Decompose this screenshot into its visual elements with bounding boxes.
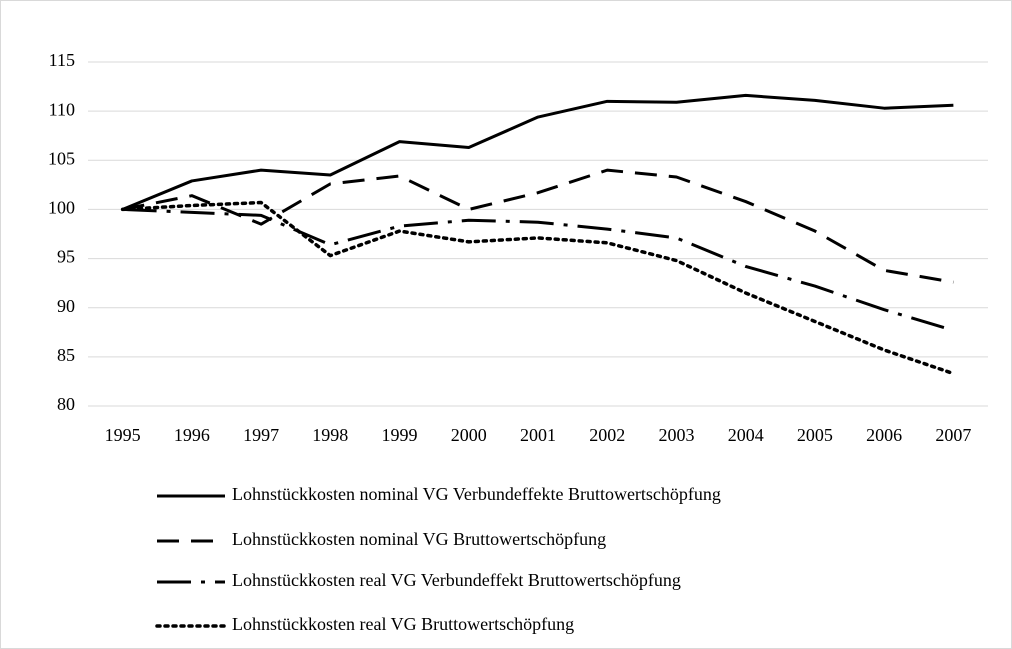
x-tick-label: 2007 [935, 425, 971, 445]
y-tick-label: 105 [48, 148, 75, 168]
x-tick-label: 1999 [382, 425, 418, 445]
x-tick-label: 1998 [312, 425, 348, 445]
series-line [122, 168, 954, 284]
x-tick-label: 1995 [105, 425, 141, 445]
x-tick-label: 2000 [451, 425, 487, 445]
legend-label: Lohnstückkosten real VG Verbundeffekt Br… [232, 570, 681, 590]
y-tick-label: 115 [49, 50, 75, 70]
series-line [122, 93, 954, 211]
legend-label: Lohnstückkosten nominal VG Verbundeffekt… [232, 484, 721, 504]
x-tick-label: 2005 [797, 425, 833, 445]
y-tick-label: 85 [57, 345, 75, 365]
series-line [120, 200, 956, 376]
y-tick-label: 80 [57, 394, 75, 414]
legend-label: Lohnstückkosten nominal VG Bruttowertsch… [232, 529, 606, 549]
y-tick-label: 100 [48, 198, 75, 218]
y-tick-label: 90 [57, 296, 75, 316]
x-tick-label: 2004 [728, 425, 764, 445]
legend-label: Lohnstückkosten real VG Bruttowertschöpf… [232, 614, 574, 634]
y-tick-label: 95 [57, 247, 75, 267]
y-tick-label: 110 [49, 99, 75, 119]
x-tick-label: 1997 [243, 425, 279, 445]
x-tick-label: 2006 [866, 425, 902, 445]
x-tick-label: 2003 [658, 425, 694, 445]
series-line [122, 207, 954, 332]
x-tick-label: 2001 [520, 425, 556, 445]
x-tick-label: 1996 [174, 425, 210, 445]
x-tick-label: 2002 [589, 425, 625, 445]
